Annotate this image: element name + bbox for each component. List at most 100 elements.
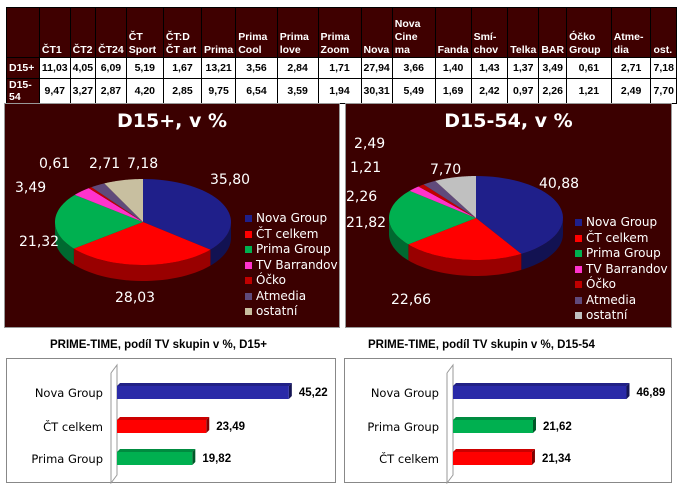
table-cell: 7,18 — [650, 57, 677, 79]
legend-label: Nova Group — [586, 215, 658, 229]
legend-label: TV Barrandov — [586, 261, 668, 276]
legend-swatch — [575, 234, 582, 242]
legend-item: Óčko — [245, 273, 338, 289]
table-cell: 3,56 — [235, 57, 278, 79]
table-cell: 5,19 — [125, 57, 164, 79]
table-cell: 1,94 — [317, 78, 362, 104]
bar-top — [117, 383, 292, 386]
bar-title-d15plus: PRIME-TIME, podíl TV skupin v %, D15+ — [50, 339, 267, 351]
bar-value-label: 21,62 — [543, 421, 572, 433]
pie-data-label: 21,32 — [19, 234, 59, 250]
column-header: Prima Cool — [235, 7, 278, 58]
table-cell: 1,67 — [162, 57, 203, 79]
legend-item: TV Barrandov — [245, 258, 338, 274]
column-header: Nova — [360, 7, 393, 58]
table-cell: 3,49 — [538, 57, 568, 79]
column-header: ČT:D ČT art — [162, 7, 203, 58]
pie-slice-side — [389, 218, 409, 261]
table-cell: 0,97 — [507, 78, 540, 104]
pie-chart-d15-54: 40,88 22,66 21,82 2,26 1,21 2,49 7,70 — [346, 136, 579, 308]
pie-slice-side — [73, 248, 211, 281]
legend-label: Atmedia — [586, 292, 637, 307]
table-cell: 27,94 — [360, 57, 393, 79]
category-label: Prima Group — [367, 420, 439, 434]
pie-data-label: 22,66 — [391, 292, 431, 308]
bar-chart-d15plus: Nova Group 45,22 ČT celkem 23,49 Prima Group… — [31, 363, 328, 484]
pie-data-label: 21,82 — [346, 215, 386, 231]
pie-slice-atmedia — [91, 183, 143, 222]
table-cell: 11,03 — [38, 57, 71, 79]
column-header: ČT2 — [69, 7, 97, 58]
bar-value-label: 46,89 — [636, 387, 665, 399]
bar-chart-d15-54: Nova Group 46,89 Prima Group 21,62 ČT celkem… — [367, 363, 665, 484]
table-cell: 9,75 — [201, 78, 237, 104]
table-cell: 13,21 — [201, 57, 237, 79]
legend-item: ČT celkem — [575, 231, 668, 247]
pie-slice-čt-celkem — [73, 222, 211, 265]
column-header: Fanda — [434, 7, 472, 58]
table-cell: 2,26 — [538, 78, 568, 104]
bar — [117, 420, 207, 433]
category-label: ČT celkem — [43, 419, 103, 434]
legend-item: Nova Group — [575, 215, 668, 231]
legend-swatch — [575, 312, 582, 319]
bar-panel-d15-54: Nova Group 46,89 Prima Group 21,62 ČT celkem… — [344, 358, 672, 484]
bar-top — [117, 449, 196, 452]
table-cell: 2,42 — [470, 78, 509, 104]
legend-swatch — [245, 246, 252, 253]
column-header: Óčko Group — [566, 7, 612, 58]
pie-data-label: 1,21 — [350, 160, 381, 176]
pie-slice-čt-celkem — [408, 218, 522, 260]
bar-value-label: 23,49 — [216, 421, 245, 433]
table-cell: 30,31 — [360, 78, 393, 104]
legend-swatch — [575, 281, 582, 288]
column-header: ČT1 — [38, 7, 71, 58]
table-cell: 2,49 — [610, 78, 652, 104]
legend-item: ostatní — [245, 304, 338, 320]
bar-value-label: 45,22 — [299, 387, 328, 399]
legend-label: Nova Group — [256, 211, 328, 225]
table-cell: 3,27 — [69, 78, 97, 104]
pie-slice-side — [210, 222, 231, 266]
table-cell: 2,71 — [610, 57, 652, 79]
pie-slice-prima-group — [55, 194, 143, 249]
category-label: Nova Group — [371, 386, 439, 400]
table-cell: 3,59 — [276, 78, 319, 104]
category-label: Prima Group — [31, 452, 103, 466]
table-cell: 1,43 — [470, 57, 509, 79]
pie-data-label: 28,03 — [115, 290, 155, 306]
pie-slice-ostatní — [435, 176, 476, 218]
category-label: ČT celkem — [379, 451, 439, 466]
pie-slice-óčko — [88, 187, 143, 222]
pie-data-label: 35,80 — [210, 172, 250, 188]
table-cell: 5,49 — [391, 78, 436, 104]
table-cell: 6,09 — [95, 57, 127, 79]
table-cell: 2,87 — [95, 78, 127, 104]
pie-slice-side — [55, 222, 74, 265]
column-header: BAR — [538, 7, 568, 58]
pie-title: D15-54, v % — [444, 110, 573, 132]
column-header: ČT24 — [95, 7, 127, 58]
pie-data-label: 0,61 — [39, 156, 70, 172]
legend-item: Atmedia — [245, 289, 338, 305]
pie-panel-d15-54: D15-54, v % 40,88 22,66 21,82 2,26 1,21 2,49 7… — [345, 103, 672, 328]
column-header: Prima — [201, 7, 237, 58]
table-cell: 3,66 — [391, 57, 436, 79]
bar — [117, 386, 289, 399]
bar-top — [117, 417, 210, 420]
bar-panel-d15plus: Nova Group 45,22 ČT celkem 23,49 Prima Group… — [6, 358, 336, 484]
legend-label: ČT celkem — [586, 230, 649, 245]
column-header: Atme- dia — [610, 7, 652, 58]
pie-data-label: 7,18 — [127, 156, 158, 172]
legend-label: Prima Group — [586, 246, 661, 260]
legend-item: ČT celkem — [245, 227, 338, 243]
column-header: Nova Cine ma — [391, 7, 436, 58]
column-header: Smí- chov — [470, 7, 509, 58]
pie-slice-prima-group — [389, 190, 476, 245]
legend-swatch — [245, 261, 252, 269]
category-label: Nova Group — [35, 386, 103, 400]
pie-chart-d15plus: 35,80 28,03 21,32 3,49 0,61 2,71 7,18 — [15, 156, 250, 306]
column-header: ČT Sport — [125, 7, 164, 58]
legend-item: TV Barrandov — [575, 262, 668, 278]
legend-item: Prima Group — [245, 242, 338, 258]
